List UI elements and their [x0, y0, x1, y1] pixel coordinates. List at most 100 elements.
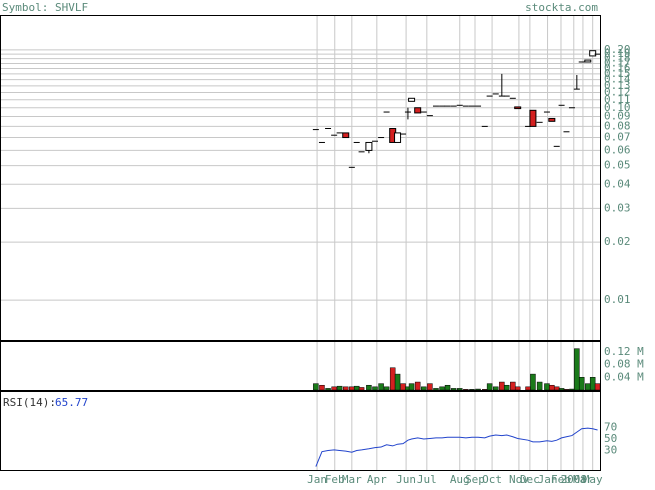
y-tick-label: 0.03 [604, 201, 631, 214]
y-tick-label: 0.14 [604, 73, 631, 86]
site: stockta.com [525, 1, 598, 14]
volume-bar [389, 367, 396, 391]
volume-bar [427, 383, 433, 391]
y-tick-label: 0.11 [604, 93, 631, 106]
volume-bar [530, 373, 536, 391]
volume-bar [444, 384, 451, 391]
candle-body [548, 117, 556, 122]
candle-body [342, 132, 350, 139]
rsi-last: 65.77 [55, 396, 88, 409]
volume-bar [486, 383, 493, 391]
x-tick-label: Jul [417, 473, 437, 486]
volume-bar [544, 383, 550, 391]
x-tick-label: Oct [482, 473, 502, 486]
y-tick-label: 50 [604, 432, 617, 445]
y-tick-label: 0.13 [604, 79, 631, 92]
rsi-line [315, 427, 598, 467]
candle-body [414, 107, 422, 114]
volume-bar [433, 388, 439, 391]
y-tick-label: 0.09 [604, 110, 631, 123]
volume-bar [475, 388, 481, 391]
y-tick-label: 0.15 [604, 67, 631, 80]
volume-bar [342, 386, 349, 391]
rsi-label: RSI(14): [3, 396, 56, 409]
grid [0, 16, 600, 470]
candle-body [514, 106, 522, 110]
y-tick-label: 0.18 [604, 52, 631, 65]
y-tick-label: 70 [604, 421, 617, 434]
y-tick-label: 0.01 [604, 293, 631, 306]
volume-bar [400, 383, 406, 391]
volume-bar [319, 384, 325, 391]
volume-bar [492, 386, 499, 391]
volume-bar [514, 386, 521, 391]
candle-body [408, 97, 416, 102]
volume-bar [503, 384, 510, 391]
x-tick-label: Aug [450, 473, 470, 486]
volume-bar [469, 389, 475, 391]
y-tick-label: 0.10 [604, 101, 631, 114]
x-tick-label: Jan [538, 473, 558, 486]
x-tick-label: 2008 [561, 473, 588, 486]
volume-bar [558, 388, 565, 391]
y-tick-label: 0.04 [604, 177, 631, 190]
volume-bar [589, 377, 596, 391]
volume-bar [525, 386, 531, 391]
y-tick-label: 30 [604, 444, 617, 457]
volume-bar [394, 373, 401, 391]
x-tick-label: Feb [551, 473, 571, 486]
candle-body [365, 141, 373, 151]
price-frame [0, 15, 601, 341]
candle-body [529, 109, 537, 127]
volume-bar [313, 383, 319, 391]
candle-body [584, 59, 592, 63]
volume-bar [574, 348, 580, 391]
candle-body [589, 50, 597, 57]
volume-bar [549, 384, 555, 391]
volume-bar [336, 385, 343, 391]
volume-bar [353, 385, 360, 391]
x-tick-label: Mar [342, 473, 362, 486]
rsi-frame [0, 391, 601, 471]
y-tick-label: 0.16 [604, 62, 631, 75]
candle-body [394, 132, 402, 143]
y-tick-label: 0.02 [604, 235, 631, 248]
volume-bar [439, 386, 445, 391]
y-tick-label: 0.12 [604, 86, 631, 99]
volume-bar [553, 386, 560, 391]
volume-bar [450, 388, 457, 391]
y-tick-label: 0.12 M [604, 345, 644, 358]
volume-frame [0, 341, 601, 391]
x-tick-label: Mar [573, 473, 593, 486]
volume-bar [366, 384, 372, 391]
volume-bar [383, 386, 390, 391]
volume-bar [414, 381, 421, 391]
volume-bar [594, 383, 601, 391]
volume-bar [408, 383, 415, 391]
y-tick-label: 0.08 [604, 119, 631, 132]
y-tick-label: 0.17 [604, 56, 631, 69]
volume-bar [585, 383, 591, 391]
y-tick-label: 0.04 M [604, 370, 644, 383]
marks [312, 50, 601, 467]
volume-bar [378, 383, 384, 391]
volume-bar [563, 389, 570, 391]
y-tick-label: 0.07 [604, 131, 631, 144]
x-tick-label: Sep [465, 473, 485, 486]
x-tick-label: Nov [509, 473, 529, 486]
volume-bar [569, 388, 575, 391]
volume-bar [349, 386, 355, 391]
y-tick-label: 0.20 [604, 43, 631, 56]
volume-bar [463, 389, 469, 391]
volume-bar [578, 377, 585, 391]
y-tick-label: 0.08 M [604, 358, 644, 371]
volume-bar [325, 388, 331, 391]
x-tick-label: Feb [325, 473, 345, 486]
x-tick-label: Apr [367, 473, 387, 486]
x-tick-label: May [583, 473, 603, 486]
volume-bar [499, 381, 505, 391]
x-tick-label: Jan [307, 473, 327, 486]
volume-bar [372, 386, 378, 391]
volume-bar [510, 381, 516, 391]
